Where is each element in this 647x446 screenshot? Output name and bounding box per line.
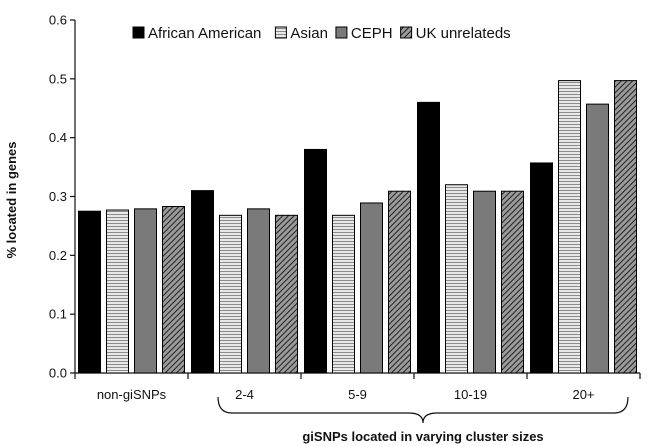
x-axis-title: giSNPs located in varying cluster sizes [302, 429, 543, 444]
bar [304, 148, 327, 374]
bar [530, 162, 553, 374]
y-tick-label: 0.0 [49, 366, 67, 381]
cluster-size-brace [217, 396, 629, 424]
legend-swatch [335, 26, 348, 39]
legend-label: Asian [290, 25, 328, 42]
y-tick-label: 0.1 [49, 307, 67, 322]
x-tick-label: 20+ [572, 387, 594, 402]
legend-label: African American [148, 25, 261, 42]
bar [275, 214, 298, 374]
legend-swatch [400, 26, 413, 39]
bar [162, 206, 185, 374]
bar [473, 190, 496, 374]
y-axis: 0.0 0.1 0.2 0.3 0.4 0.5 0.6 [49, 13, 76, 381]
bar [332, 214, 355, 374]
bar [219, 214, 242, 374]
bar [78, 210, 101, 374]
bar [106, 209, 129, 374]
x-tick-label: 5-9 [348, 387, 367, 402]
legend-swatch [274, 26, 287, 39]
y-tick-label: 0.4 [49, 130, 67, 145]
legend-label: CEPH [351, 25, 393, 42]
bar [134, 208, 157, 374]
legend: African American Asian CEPH UK unrelateds [132, 25, 511, 42]
y-tick-label: 0.3 [49, 189, 67, 204]
x-tick-label: 10-19 [454, 387, 487, 402]
bar [388, 190, 411, 374]
bar [417, 101, 440, 374]
y-tick-label: 0.5 [49, 71, 67, 86]
bar [614, 80, 637, 374]
legend-label: UK unrelateds [416, 25, 511, 42]
bars [78, 80, 637, 374]
bar [501, 190, 524, 374]
legend-swatch [132, 26, 145, 39]
y-tick-label: 0.2 [49, 248, 67, 263]
x-tick-label: non-giSNPs [97, 387, 167, 402]
bar [586, 103, 609, 374]
bar [191, 190, 214, 374]
bar [558, 80, 581, 374]
y-tick-label: 0.6 [49, 13, 67, 28]
y-axis-title: % located in genes [4, 141, 19, 258]
bar [445, 184, 468, 374]
x-axis: non-giSNPs 2-4 5-9 10-19 20+ [74, 372, 641, 402]
bar [247, 208, 270, 374]
bar [360, 202, 383, 374]
x-tick-label: 2-4 [235, 387, 254, 402]
